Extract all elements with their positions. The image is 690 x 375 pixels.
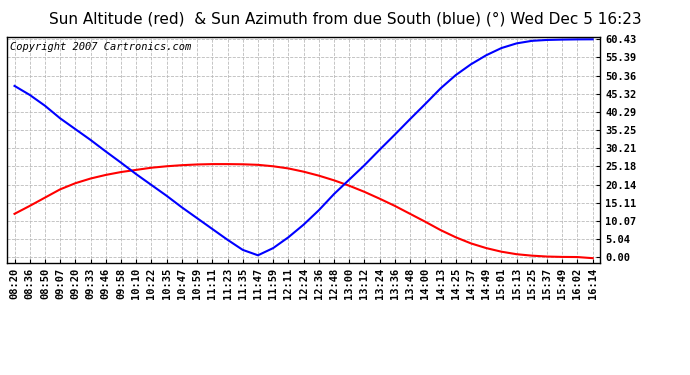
Text: Sun Altitude (red)  & Sun Azimuth from due South (blue) (°) Wed Dec 5 16:23: Sun Altitude (red) & Sun Azimuth from du… bbox=[49, 11, 641, 26]
Text: Copyright 2007 Cartronics.com: Copyright 2007 Cartronics.com bbox=[10, 42, 191, 52]
